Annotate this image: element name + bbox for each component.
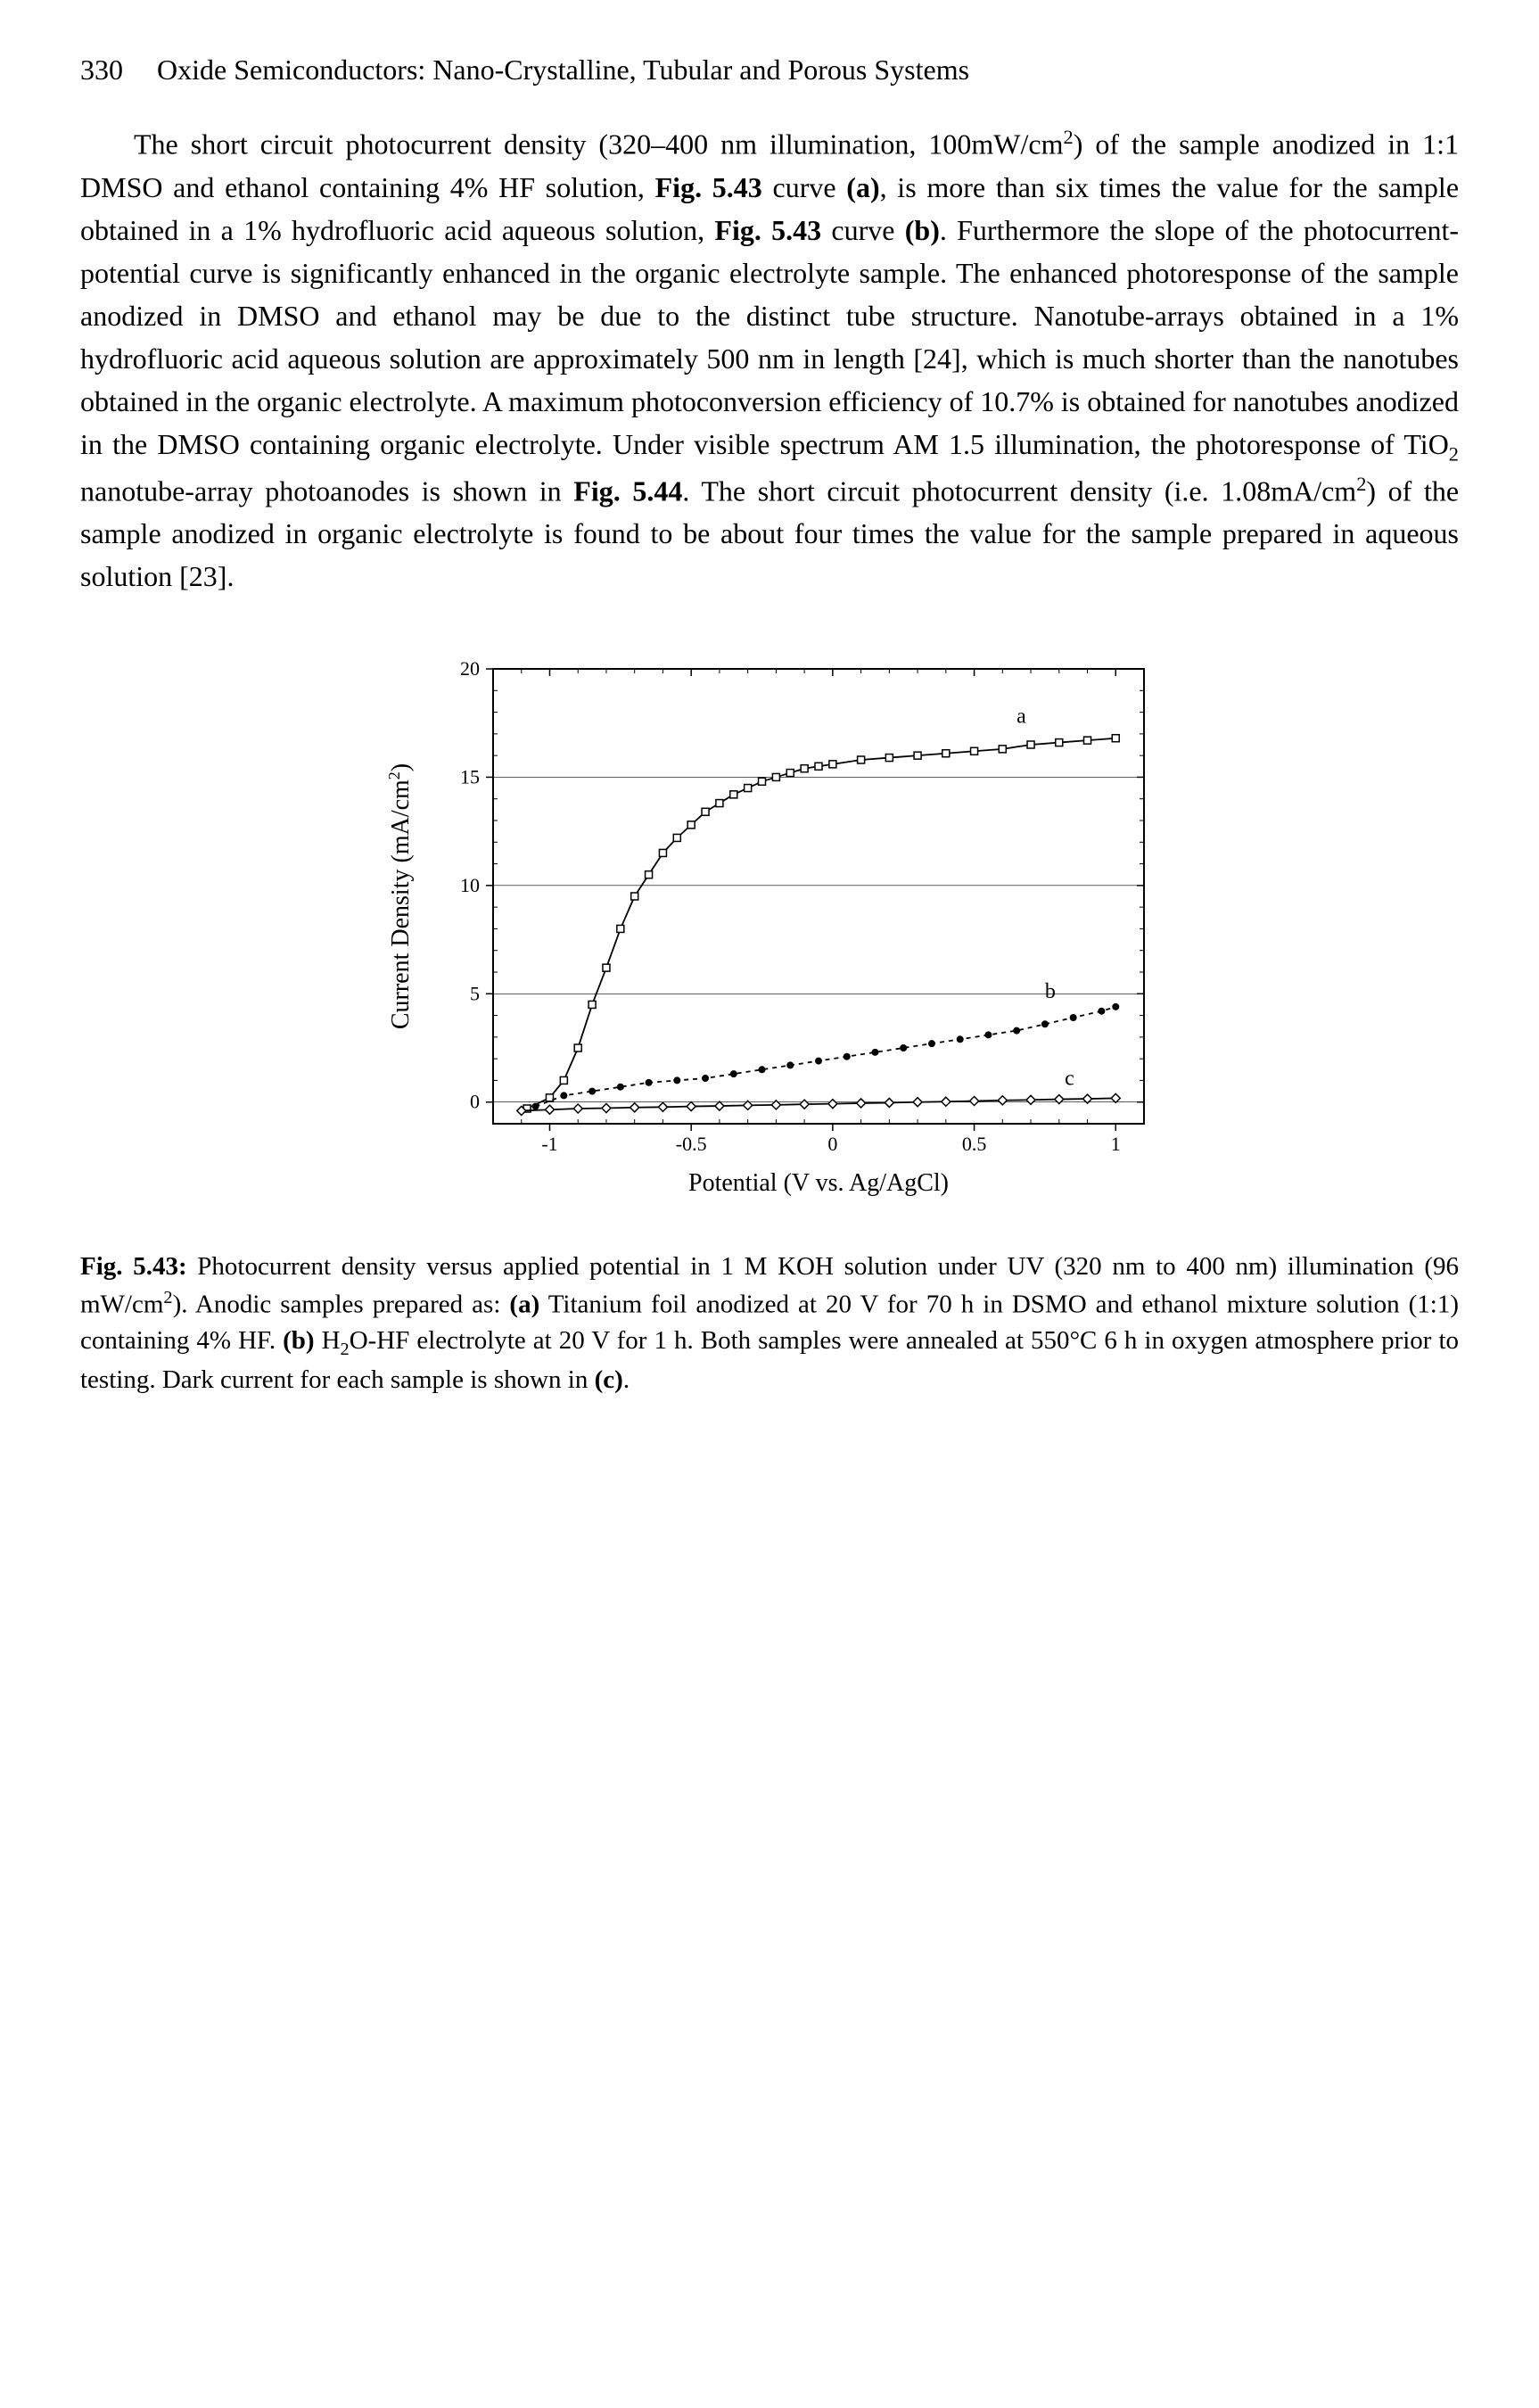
running-title: Oxide Semiconductors: Nano-Crystalline, …: [157, 54, 969, 86]
svg-text:0: 0: [470, 1091, 480, 1113]
svg-text:-0.5: -0.5: [676, 1133, 707, 1155]
svg-text:Current Density (mA/cm2): Current Density (mA/cm2): [385, 763, 415, 1029]
svg-text:1: 1: [1111, 1133, 1121, 1155]
svg-text:a: a: [1016, 705, 1026, 729]
svg-text:0: 0: [827, 1133, 837, 1155]
page-header: 330 Oxide Semiconductors: Nano-Crystalli…: [80, 54, 1459, 87]
svg-text:20: 20: [460, 657, 480, 680]
svg-text:10: 10: [460, 874, 480, 896]
svg-text:-1: -1: [541, 1133, 557, 1155]
body-paragraph: The short circuit photocurrent density (…: [80, 122, 1459, 598]
photocurrent-chart: 0 5 10 15 20 -1 -0.5 0 0.5 1 Potential (V vs. Ag/A…: [368, 642, 1171, 1213]
svg-text:0.5: 0.5: [962, 1133, 987, 1155]
page-number: 330: [80, 54, 123, 87]
svg-text:c: c: [1065, 1068, 1074, 1091]
svg-text:b: b: [1045, 980, 1056, 1003]
svg-text:Potential (V vs. Ag/AgCl): Potential (V vs. Ag/AgCl): [688, 1169, 949, 1197]
figure-container: 0 5 10 15 20 -1 -0.5 0 0.5 1 Potential (V vs. Ag/A…: [80, 642, 1459, 1213]
figure-caption: Fig. 5.43: Photocurrent density versus a…: [80, 1249, 1459, 1398]
svg-text:15: 15: [460, 766, 480, 788]
svg-text:5: 5: [470, 983, 480, 1005]
